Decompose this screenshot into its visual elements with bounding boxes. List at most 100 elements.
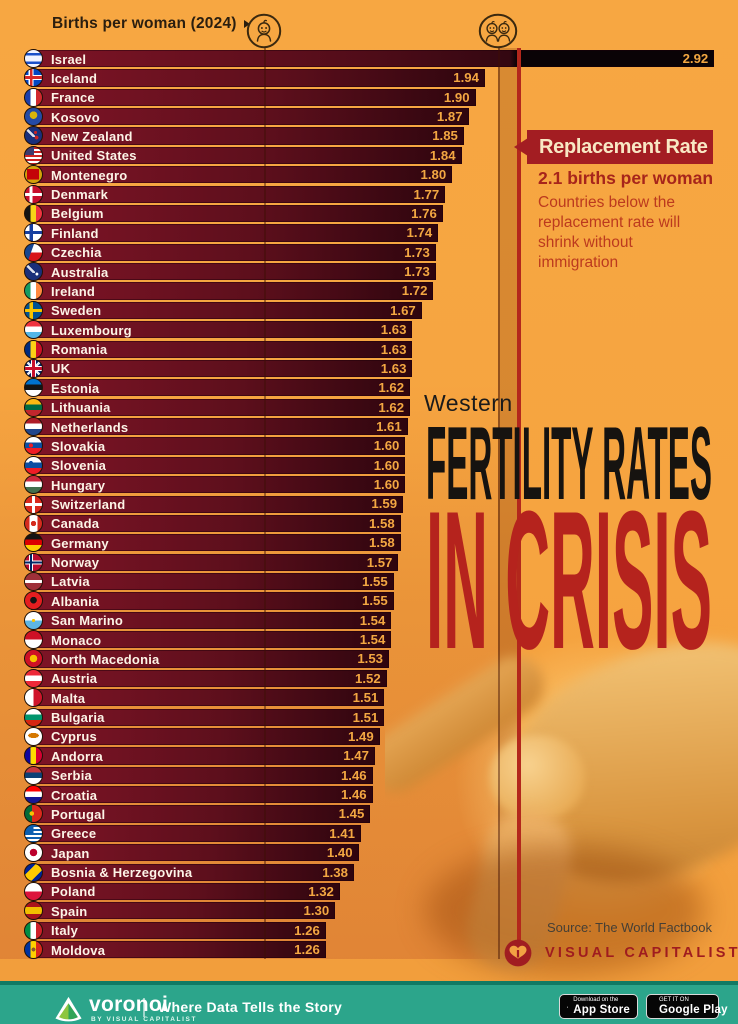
bar-value: 1.94 (453, 70, 479, 86)
country-flag-icon (24, 378, 43, 398)
fertility-bar: 1.55 (31, 592, 394, 610)
fertility-bar: 1.62 (31, 379, 411, 397)
fertility-bar: 1.55 (31, 572, 394, 591)
visual-capitalist-wordmark[interactable]: VISUAL CAPITALIST (545, 945, 738, 961)
country-flag-icon (24, 940, 43, 960)
country-flag-icon (24, 707, 43, 727)
country-label: United States (51, 148, 137, 164)
google-play-badge[interactable]: GET IT ON Google Play (646, 994, 727, 1019)
axis-gridline (498, 48, 500, 959)
arrow-right-icon (243, 20, 250, 28)
bar-value: 1.47 (343, 748, 369, 764)
country-label: Finland (51, 225, 99, 241)
bar-value: 1.59 (371, 496, 398, 512)
fertility-bar: 1.45 (31, 805, 371, 823)
table-row: 1.73 Czechia (0, 242, 738, 262)
app-store-line1: Download on the (573, 997, 619, 1004)
fertility-bar: 1.72 (31, 282, 434, 300)
country-flag-icon (24, 610, 43, 630)
country-flag-icon (24, 184, 43, 204)
table-row: 1.55 Albania (0, 591, 738, 611)
bar-value: 1.63 (380, 322, 407, 338)
bar-value: 1.90 (443, 89, 470, 105)
country-flag-icon (24, 165, 43, 185)
title-kicker: Western (424, 390, 513, 416)
country-label: Spain (51, 903, 88, 919)
voronoi-logo-icon[interactable] (54, 996, 83, 1023)
app-store-badge[interactable]: Download on the App Store (559, 994, 638, 1019)
bar-value: 1.60 (373, 477, 400, 493)
bar-value: 1.63 (380, 360, 407, 376)
country-label: Monaco (51, 632, 102, 648)
country-label: Portugal (51, 806, 106, 822)
table-row: 1.51 Bulgaria (0, 707, 738, 727)
title-line2-svg: IN CRISIS (426, 504, 712, 654)
fertility-bar: 1.47 (31, 747, 375, 765)
country-label: Denmark (51, 187, 109, 203)
table-row: 1.67 Sweden (0, 300, 738, 320)
table-row: 1.59 Switzerland (0, 494, 738, 514)
country-label: Hungary (51, 477, 106, 493)
table-row: 1.30 Spain (0, 901, 738, 921)
fertility-bar: 1.60 (31, 456, 406, 474)
bar-value: 1.26 (294, 922, 320, 938)
bar-value: 1.46 (340, 787, 367, 803)
country-flag-icon (24, 320, 43, 340)
table-row: 1.51 Malta (0, 688, 738, 708)
fertility-bar: 1.26 (31, 941, 326, 959)
country-label: Bosnia & Herzegovina (51, 865, 193, 881)
country-flag-icon (24, 358, 43, 378)
fertility-bar: 1.40 (31, 844, 359, 862)
table-row: 1.80 Montenegro (0, 165, 738, 185)
country-flag-icon (24, 571, 43, 591)
country-flag-icon (24, 630, 43, 650)
bar-value: 1.51 (352, 690, 379, 706)
one-baby-icon (246, 13, 282, 49)
visual-capitalist-logo-icon[interactable] (502, 937, 534, 969)
bar-value: 1.85 (432, 128, 458, 144)
country-flag-icon (24, 649, 43, 669)
country-label: Australia (51, 264, 109, 280)
table-row: 1.90 France (0, 87, 738, 107)
replacement-label: Replacement Rate (539, 135, 708, 158)
bar-value: 1.62 (378, 399, 405, 415)
country-flag-icon (24, 591, 43, 611)
table-row: 1.60 Slovenia (0, 455, 738, 475)
fertility-bar: 1.51 (31, 689, 385, 707)
country-label: Luxembourg (51, 322, 132, 338)
fertility-bar: 1.90 (31, 88, 476, 106)
app-store-line2: App Store (573, 1003, 630, 1016)
bar-value: 1.52 (355, 670, 381, 686)
country-label: Iceland (51, 70, 98, 86)
voronoi-wordmark[interactable]: voronoi (89, 993, 169, 1016)
country-label: Bulgaria (51, 710, 105, 726)
fertility-bar: 1.57 (31, 553, 399, 571)
fertility-bar: 1.46 (31, 786, 373, 804)
table-row: 1.38 Bosnia & Herzegovina (0, 862, 738, 882)
table-row: 1.49 Cyprus (0, 726, 738, 746)
fertility-bar: 1.87 (31, 108, 469, 126)
table-row: 1.73 Australia (0, 262, 738, 282)
bar-value: 1.38 (322, 864, 348, 880)
country-flag-icon (24, 533, 43, 553)
axis-gridline (264, 48, 266, 959)
baby-fist-shape (490, 735, 585, 820)
bar-value: 1.73 (404, 264, 430, 280)
footer-divider (143, 998, 145, 1017)
bar-value: 1.30 (303, 903, 330, 919)
country-flag-icon (24, 843, 43, 863)
country-flag-icon (24, 68, 43, 88)
table-row: 1.40 Japan (0, 843, 738, 863)
country-flag-icon (24, 901, 43, 921)
country-flag-icon (24, 203, 43, 223)
table-row: 1.74 Finland (0, 223, 738, 243)
fertility-bar: 1.32 (31, 882, 340, 901)
table-row: 1.46 Croatia (0, 785, 738, 805)
country-label: France (51, 90, 95, 106)
table-row: 1.61 Netherlands (0, 417, 738, 437)
title-line2: IN CRISIS (426, 504, 712, 654)
country-label: Lithuania (51, 400, 111, 416)
table-row: 1.63 Luxembourg (0, 320, 738, 340)
